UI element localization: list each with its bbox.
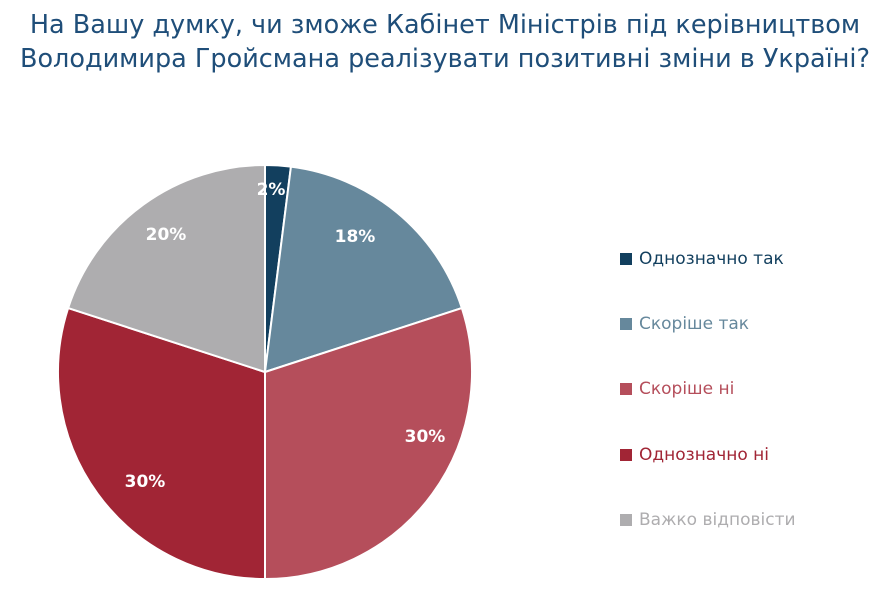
legend-label: Однозначно ні xyxy=(639,445,770,465)
legend-item-5: Важко відповісти xyxy=(620,508,796,532)
legend-item-3: Скоріше ні xyxy=(620,377,734,401)
legend-label: Скоріше ні xyxy=(639,379,735,399)
legend-label: Скоріше так xyxy=(639,314,750,334)
chart-title-line-1: На Вашу думку, чи зможе Кабінет Міністрі… xyxy=(29,10,861,40)
legend-swatch xyxy=(620,318,632,330)
pie-data-label-3: 30% xyxy=(405,427,446,447)
pie-data-label-5: 20% xyxy=(146,225,187,245)
pie-data-label-1: 2% xyxy=(257,180,286,200)
legend-label: Важко відповісти xyxy=(639,510,796,530)
chart-title: На Вашу думку, чи зможе Кабінет Міністрі… xyxy=(0,8,890,76)
pie-slice-2 xyxy=(263,165,464,374)
legend-item-4: Однозначно ні xyxy=(620,443,769,467)
legend-swatch xyxy=(620,253,632,265)
legend-swatch xyxy=(620,383,632,395)
pie-slice-4 xyxy=(57,306,266,581)
legend-swatch xyxy=(620,514,632,526)
legend-item-1: Однозначно так xyxy=(620,247,784,271)
pie-data-label-2: 18% xyxy=(335,227,376,247)
legend-label: Однозначно так xyxy=(639,249,784,269)
legend-swatch xyxy=(620,449,632,461)
pie-slice-5 xyxy=(66,163,266,374)
legend-item-2: Скоріше так xyxy=(620,312,749,336)
pie-data-label-4: 30% xyxy=(125,472,166,492)
chart-title-line-2: Володимира Гройсмана реалізувати позитив… xyxy=(19,44,871,74)
pie-slice-3 xyxy=(264,306,473,581)
